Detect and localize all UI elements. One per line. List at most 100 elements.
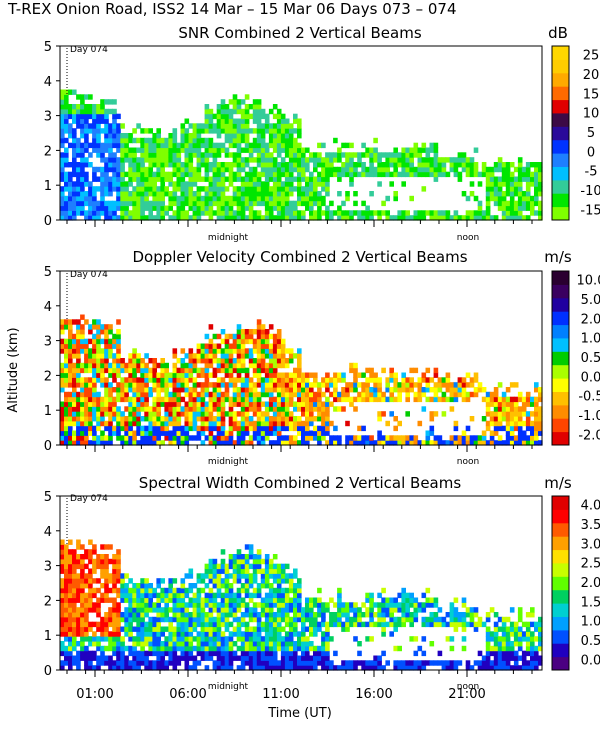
heatmap-cell [136,353,141,359]
heatmap-cell [148,176,153,182]
heatmap-cell [68,162,73,168]
heatmap-cell [280,200,286,207]
heatmap-cell [192,200,198,207]
heatmap-cell [284,195,290,202]
heatmap-cell [505,420,511,427]
heatmap-cell [76,186,81,192]
heatmap-cell [132,411,137,417]
heatmap-cell [297,645,302,652]
heatmap-cell [264,123,270,129]
heatmap-cell [433,391,439,398]
heatmap-cell [305,181,310,187]
heatmap-cell [72,162,77,168]
heatmap-cell [176,592,182,599]
heatmap-cell [272,382,278,388]
heatmap-cell [489,411,495,417]
heatmap-cell [164,660,169,666]
heatmap-cell [284,612,290,618]
heatmap-cell [68,602,73,608]
heatmap-cell [321,166,326,173]
heatmap-cell [313,391,318,398]
heatmap-cell [72,319,77,325]
heatmap-cell [156,210,161,216]
heatmap-cell [393,372,398,378]
heatmap-cell [276,583,282,589]
heatmap-cell [236,435,242,441]
colorbar-segment [552,166,569,181]
heatmap-cell [276,430,282,436]
heatmap-cell [256,621,262,628]
heatmap-cell [301,176,306,182]
heatmap-cell [60,621,65,628]
heatmap-cell [361,660,366,666]
heatmap-cell [272,665,278,671]
heatmap-cell [184,353,190,359]
heatmap-cell [305,435,310,441]
heatmap-cell [325,621,330,628]
heatmap-cell [132,592,137,599]
heatmap-cell [108,578,113,584]
heatmap-cell [280,602,286,608]
heatmap-cell [256,655,262,661]
heatmap-cell [248,401,254,407]
heatmap-cell [100,558,105,565]
heatmap-cell [72,621,77,628]
heatmap-cell [389,215,394,221]
heatmap-cell [208,563,214,570]
heatmap-cell [369,210,374,216]
heatmap-cell [244,191,250,197]
heatmap-cell [188,152,194,158]
heatmap-cell [208,205,214,211]
heatmap-cell [485,191,491,197]
heatmap-cell [100,205,105,211]
heatmap-cell [184,425,190,432]
heatmap-cell [168,401,173,407]
heatmap-cell [136,210,141,216]
heatmap-cell [525,391,531,398]
heatmap-cell [72,142,77,149]
heatmap-cell [517,416,523,422]
heatmap-cell [325,641,330,647]
heatmap-cell [240,215,246,221]
heatmap-cell [212,157,218,163]
heatmap-cell [317,200,322,207]
heatmap-cell [501,401,507,407]
heatmap-cell [501,191,507,197]
heatmap-cell [236,104,242,110]
heatmap-cell [100,401,105,407]
heatmap-cell [240,99,246,105]
heatmap-cell [385,597,390,603]
heatmap-cell [212,573,218,579]
heatmap-cell [88,597,93,603]
heatmap-cell [192,181,198,187]
heatmap-cell [369,602,374,608]
heatmap-cell [80,425,85,432]
heatmap-cell [445,621,451,628]
heatmap-cell [136,162,141,168]
heatmap-cell [128,420,133,427]
heatmap-cell [389,631,394,637]
heatmap-cell [180,137,186,144]
heatmap-cell [252,435,258,441]
heatmap-cell [204,650,210,657]
heatmap-cell [84,215,89,221]
heatmap-cell [68,660,73,666]
heatmap-cell [317,176,322,182]
heatmap-cell [284,133,290,139]
heatmap-cell [204,191,210,197]
heatmap-cell [156,612,161,618]
heatmap-cell [60,329,65,335]
heatmap-cell [260,329,266,335]
heatmap-cell [140,612,145,618]
heatmap-cell [64,544,69,550]
heatmap-cell [433,152,439,158]
heatmap-cell [393,152,398,158]
heatmap-cell [329,382,334,388]
heatmap-cell [280,382,286,388]
heatmap-cell [232,186,238,192]
heatmap-cell [72,333,77,340]
heatmap-cell [345,166,350,173]
heatmap-cell [152,665,157,671]
heatmap-cell [272,191,278,197]
heatmap-cell [116,191,121,197]
